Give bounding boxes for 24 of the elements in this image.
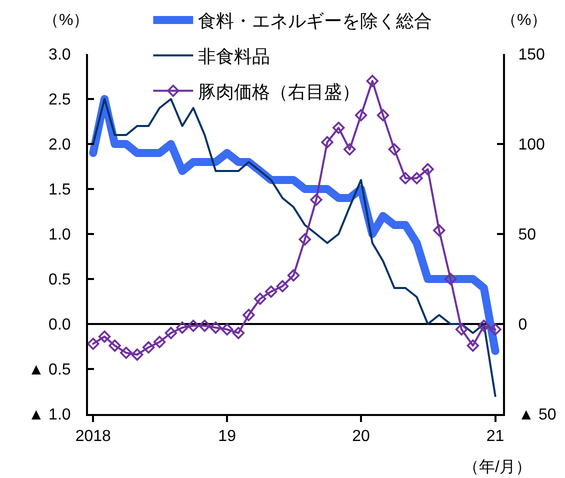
y-tick-label: 2.0: [48, 136, 71, 154]
y2-tick-label: 150: [518, 46, 545, 64]
y-tick-label: 0.0: [48, 316, 71, 334]
x-tick-label: 19: [218, 428, 236, 446]
y-tick-label: 1.5: [48, 182, 71, 199]
y2-tick-label: 50: [518, 226, 536, 244]
y-tick-label: 2.5: [48, 92, 71, 109]
x-tick-label: 20: [352, 428, 370, 446]
y2-axis-title: （%）: [501, 12, 548, 29]
y-tick-label: 1.0: [48, 226, 71, 244]
y-tick-label: 0.5: [48, 272, 71, 289]
legend-label: 非食料品: [198, 46, 270, 66]
y2-tick-label: 0: [518, 316, 528, 334]
x-tick-label: 2018: [75, 428, 112, 446]
y-tick-label: 3.0: [48, 46, 71, 64]
y-tick-label: ▲ 0.5: [28, 362, 71, 379]
legend-label: 豚肉価格（右目盛）: [198, 82, 360, 102]
y2-tick-label: 100: [518, 136, 545, 154]
y2-tick-label: ▲ 50: [518, 406, 556, 424]
x-axis-title: （年/月）: [463, 459, 532, 476]
y-tick-label: ▲ 1.0: [28, 406, 71, 424]
y-axis-title: （%）: [43, 12, 90, 29]
legend-label: 食料・エネルギーを除く総合: [198, 11, 432, 32]
x-tick-label: 21: [486, 428, 504, 446]
